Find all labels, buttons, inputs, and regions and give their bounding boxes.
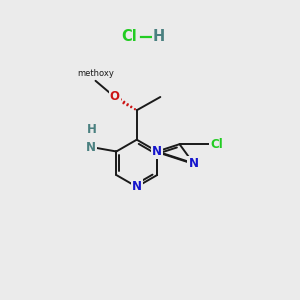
Text: Cl: Cl — [122, 29, 137, 44]
Text: N: N — [152, 145, 162, 158]
Text: N: N — [86, 141, 96, 154]
Text: H: H — [153, 29, 165, 44]
Text: methoxy: methoxy — [77, 69, 114, 78]
Text: N: N — [152, 145, 162, 158]
Text: Cl: Cl — [210, 138, 223, 151]
Text: N: N — [188, 157, 198, 170]
Text: H: H — [86, 123, 96, 136]
Text: N: N — [132, 180, 142, 193]
Text: O: O — [110, 91, 120, 103]
